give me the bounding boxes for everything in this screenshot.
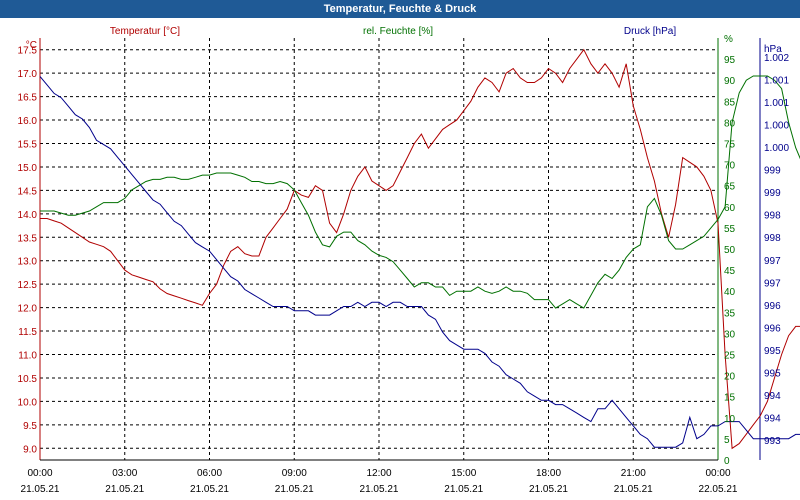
humidity-tick-label: 60 [724,203,736,214]
plot-frame [39,38,761,461]
temperature-unit-label: °C [26,40,37,51]
humidity-tick-label: 45 [724,266,736,277]
humidity-tick-label: 65 [724,182,736,193]
temperature-tick-label: 9.5 [23,421,37,432]
humidity-tick-label: 95 [724,55,736,66]
x-tick-date: 21.05.21 [614,484,653,495]
pressure-axis-title: Druck [hPa] [624,26,676,37]
pressure-tick-label: 997 [764,278,781,289]
axis-labels: Temperatur [°C] rel. Feuchte [%] Druck [hP… [18,26,790,495]
pressure-tick-label: 1.001 [764,98,789,109]
temperature-tick-label: 16.0 [18,116,38,127]
temperature-tick-label: 11.0 [18,351,37,362]
humidity-tick-label: 0 [724,456,730,467]
x-tick-time: 03:00 [112,468,137,479]
x-tick-time: 12:00 [366,468,391,479]
pressure-tick-label: 999 [764,188,781,199]
x-tick-date: 22.05.21 [699,484,738,495]
humidity-tick-label: 40 [724,287,736,298]
x-tick-date: 21.05.21 [105,484,144,495]
temperature-tick-label: 13.5 [18,233,38,244]
temperature-tick-label: 14.0 [18,210,38,221]
x-tick-date: 21.05.21 [190,484,229,495]
x-tick-date: 21.05.21 [444,484,483,495]
series-humidity [40,75,800,309]
pressure-tick-label: 993 [764,436,781,447]
pressure-tick-label: 1.000 [764,121,789,132]
humidity-tick-label: 85 [724,97,736,108]
pressure-tick-label: 997 [764,256,781,267]
temperature-tick-label: 13.0 [18,257,38,268]
temperature-tick-label: 15.0 [18,163,38,174]
humidity-tick-label: 25 [724,351,736,362]
x-tick-time: 21:00 [621,468,646,479]
x-tick-time: 00:00 [27,468,52,479]
temperature-tick-label: 12.0 [18,304,38,315]
series-temperature [40,48,800,450]
humidity-tick-label: 10 [724,414,736,425]
x-tick-date: 21.05.21 [21,484,60,495]
window-title: Temperatur, Feuchte & Druck [0,0,800,18]
temperature-tick-label: 14.5 [18,186,38,197]
humidity-tick-label: 75 [724,140,736,151]
humidity-tick-label: 90 [724,76,736,87]
pressure-tick-label: 1.000 [764,143,789,154]
x-tick-date: 21.05.21 [529,484,568,495]
humidity-tick-label: 55 [724,224,736,235]
pressure-tick-label: 998 [764,233,781,244]
temperature-tick-label: 15.5 [18,140,38,151]
humidity-tick-label: 20 [724,372,736,383]
humidity-tick-label: 50 [724,245,736,256]
temperature-tick-label: 9.0 [23,444,37,455]
humidity-tick-label: 5 [724,435,730,446]
x-tick-time: 09:00 [282,468,307,479]
pressure-tick-label: 995 [764,346,781,357]
humidity-tick-label: 80 [724,118,736,129]
humidity-tick-label: % [724,34,733,45]
x-tick-date: 21.05.21 [275,484,314,495]
x-tick-date: 21.05.21 [360,484,399,495]
pressure-tick-label: 1.002 [764,53,789,64]
pressure-tick-label: 994 [764,413,781,424]
pressure-tick-label: 995 [764,368,781,379]
temperature-axis-title: Temperatur [°C] [110,26,180,37]
humidity-tick-label: 70 [724,161,736,172]
pressure-tick-label: 999 [764,166,781,177]
pressure-tick-label: 998 [764,211,781,222]
grid [39,38,719,460]
humidity-tick-label: 15 [724,393,736,404]
humidity-tick-label: 35 [724,308,736,319]
x-tick-time: 15:00 [451,468,476,479]
humidity-tick-label: 30 [724,329,736,340]
series-pressure [39,76,800,448]
x-tick-time: 00:00 [705,468,730,479]
pressure-tick-label: 996 [764,323,781,334]
pressure-tick-label: 994 [764,391,781,402]
temperature-tick-label: 16.5 [18,93,38,104]
series-lines [39,48,800,450]
pressure-tick-label: 996 [764,301,781,312]
temperature-tick-label: 10.5 [18,374,38,385]
temperature-tick-label: 12.5 [18,280,38,291]
temperature-tick-label: 17.5 [18,46,38,57]
temperature-tick-label: 17.0 [18,69,38,80]
pressure-tick-label: hPa [764,44,782,55]
temperature-tick-label: 11.5 [18,327,37,338]
x-tick-time: 06:00 [197,468,222,479]
x-tick-time: 18:00 [536,468,561,479]
pressure-tick-label: 1.001 [764,76,789,87]
temperature-tick-label: 10.0 [18,397,38,408]
humidity-axis-title: rel. Feuchte [%] [363,26,433,37]
